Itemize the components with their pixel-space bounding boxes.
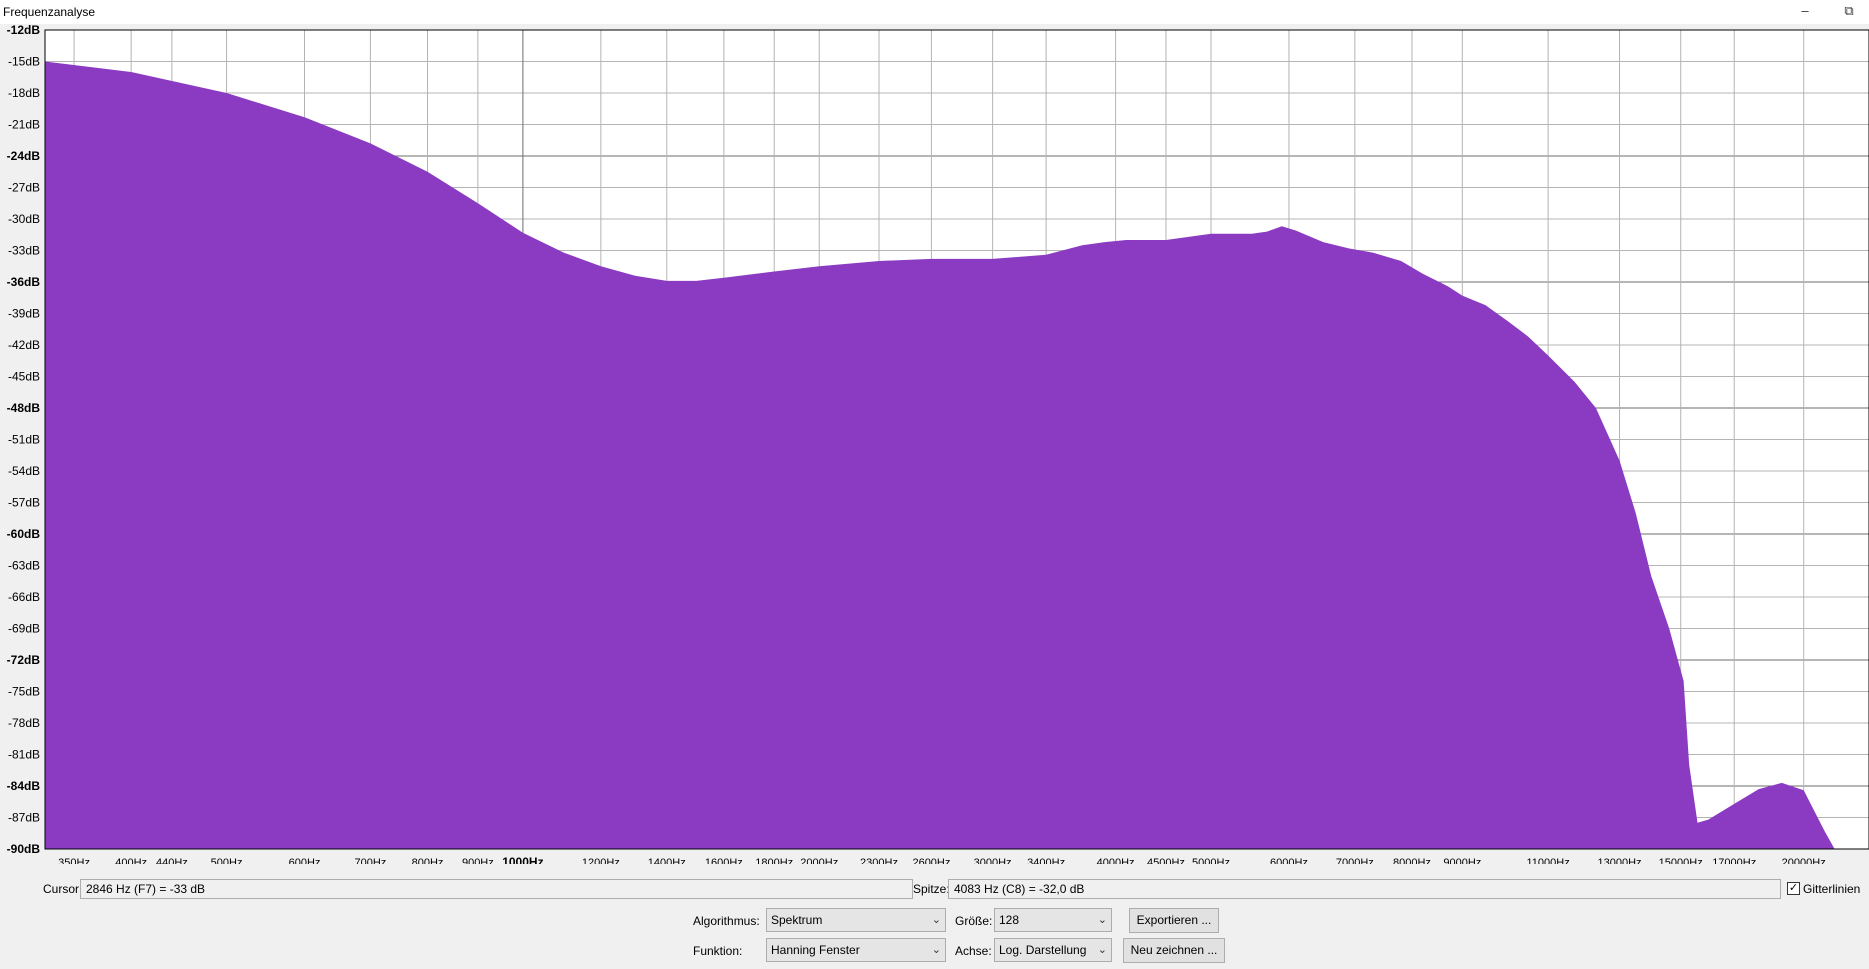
cursor-label: Cursor: <box>43 882 83 896</box>
axis-value: Log. Darstellung <box>999 943 1087 957</box>
y-tick-label: -84dB <box>7 779 41 793</box>
x-tick-label: 400Hz <box>115 857 147 864</box>
export-button[interactable]: Exportieren ... <box>1129 908 1219 933</box>
chevron-down-icon: ⌄ <box>1097 914 1107 926</box>
y-tick-label: -15dB <box>8 55 40 69</box>
x-tick-label: 15000Hz <box>1659 857 1703 864</box>
x-tick-label: 6000Hz <box>1270 857 1308 864</box>
y-tick-label: -33dB <box>8 244 40 258</box>
chevron-down-icon: ⌄ <box>931 944 941 956</box>
y-tick-label: -87dB <box>8 811 40 825</box>
x-tick-label: 3000Hz <box>974 857 1012 864</box>
x-tick-label: 2000Hz <box>800 857 838 864</box>
chevron-down-icon: ⌄ <box>931 914 941 926</box>
y-tick-label: -48dB <box>7 401 41 415</box>
x-tick-label: 1400Hz <box>648 857 686 864</box>
x-tick-label: 500Hz <box>211 857 243 864</box>
x-axis-labels: 350Hz 400Hz 440Hz 500Hz 600Hz 700Hz 800Hz 900Hz… <box>58 855 1826 864</box>
function-select[interactable]: Hanning Fenster ⌄ <box>766 938 946 962</box>
y-tick-label: -18dB <box>8 86 40 100</box>
axis-label: Achse: <box>955 944 992 958</box>
y-tick-label: -60dB <box>7 527 41 541</box>
minimize-icon[interactable]: – <box>1801 3 1809 18</box>
cursor-readout-field[interactable]: 2846 Hz (F7) = -33 dB <box>80 879 913 899</box>
y-tick-label: -12dB <box>7 24 41 37</box>
chevron-down-icon: ⌄ <box>1097 944 1107 956</box>
x-tick-label: 1800Hz <box>755 857 793 864</box>
x-tick-label: 9000Hz <box>1443 857 1481 864</box>
x-tick-label: 2300Hz <box>860 857 898 864</box>
size-select[interactable]: 128 ⌄ <box>994 908 1112 932</box>
y-tick-label: -51dB <box>8 433 40 447</box>
y-tick-label: -39dB <box>8 307 40 321</box>
restore-icon[interactable]: ⧉ <box>1844 3 1854 18</box>
x-tick-label: 20000Hz <box>1782 857 1826 864</box>
peak-readout-field[interactable]: 4083 Hz (C8) = -32,0 dB <box>948 879 1781 899</box>
x-tick-label: 440Hz <box>156 857 188 864</box>
algorithm-select[interactable]: Spektrum ⌄ <box>766 908 946 932</box>
y-tick-label: -42dB <box>8 338 40 352</box>
y-tick-label: -81dB <box>8 748 40 762</box>
y-tick-label: -54dB <box>8 464 40 478</box>
size-label: Größe: <box>955 914 993 928</box>
x-tick-label: 700Hz <box>355 857 387 864</box>
peak-label: Spitze: <box>913 882 950 896</box>
axis-select[interactable]: Log. Darstellung ⌄ <box>994 938 1112 962</box>
x-tick-label: 1200Hz <box>582 857 620 864</box>
y-tick-label: -78dB <box>8 716 40 730</box>
x-tick-label: 4000Hz <box>1097 857 1135 864</box>
y-tick-label: -72dB <box>7 653 41 667</box>
x-tick-label: 17000Hz <box>1712 857 1756 864</box>
redraw-button[interactable]: Neu zeichnen ... <box>1123 938 1225 963</box>
x-tick-label: 350Hz <box>58 857 90 864</box>
y-tick-label: -27dB <box>8 181 40 195</box>
x-tick-label: 11000Hz <box>1526 857 1569 864</box>
x-tick-label: 800Hz <box>412 857 444 864</box>
y-tick-label: -30dB <box>8 212 40 226</box>
x-tick-label: 1600Hz <box>705 857 743 864</box>
x-tick-label: 4500Hz <box>1147 857 1185 864</box>
y-tick-label: -45dB <box>8 370 40 384</box>
y-axis-labels: -12dB -15dB -18dB -21dB -24dB -27dB -30dB -33dB… <box>7 24 41 856</box>
size-value: 128 <box>999 913 1020 927</box>
y-tick-label: -21dB <box>8 118 40 132</box>
x-tick-label: 5000Hz <box>1192 857 1230 864</box>
x-tick-label: 900Hz <box>462 857 494 864</box>
y-tick-label: -36dB <box>7 275 41 289</box>
function-value: Hanning Fenster <box>771 943 860 957</box>
grid-lines-label: Gitterlinien <box>1803 882 1861 896</box>
spectrum-chart[interactable]: -12dB -15dB -18dB -21dB -24dB -27dB -30dB -33dB… <box>0 24 1869 864</box>
x-tick-label: 600Hz <box>289 857 321 864</box>
spectrum-area <box>45 61 1845 849</box>
x-tick-label: 13000Hz <box>1598 857 1642 864</box>
grid-lines-checkbox[interactable]: ✓ <box>1787 882 1800 895</box>
algorithm-label: Algorithmus: <box>693 914 760 928</box>
function-label: Funktion: <box>693 944 743 958</box>
x-tick-label: 2600Hz <box>912 857 950 864</box>
y-tick-label: -90dB <box>7 842 41 856</box>
plot-border <box>44 29 1869 850</box>
title-bar: Frequenzanalyse – ⧉ <box>0 0 1869 24</box>
y-tick-label: -66dB <box>8 590 40 604</box>
y-tick-label: -63dB <box>8 559 40 573</box>
x-tick-label: 7000Hz <box>1336 857 1374 864</box>
window-title: Frequenzanalyse <box>3 5 96 19</box>
y-tick-label: -57dB <box>8 496 40 510</box>
y-tick-label: -69dB <box>8 622 40 636</box>
y-tick-label: -24dB <box>7 149 41 163</box>
x-tick-label: 1000Hz <box>502 855 543 864</box>
y-tick-label: -75dB <box>8 685 40 699</box>
x-tick-label: 8000Hz <box>1393 857 1431 864</box>
x-tick-label: 3400Hz <box>1027 857 1065 864</box>
algorithm-value: Spektrum <box>771 913 823 927</box>
